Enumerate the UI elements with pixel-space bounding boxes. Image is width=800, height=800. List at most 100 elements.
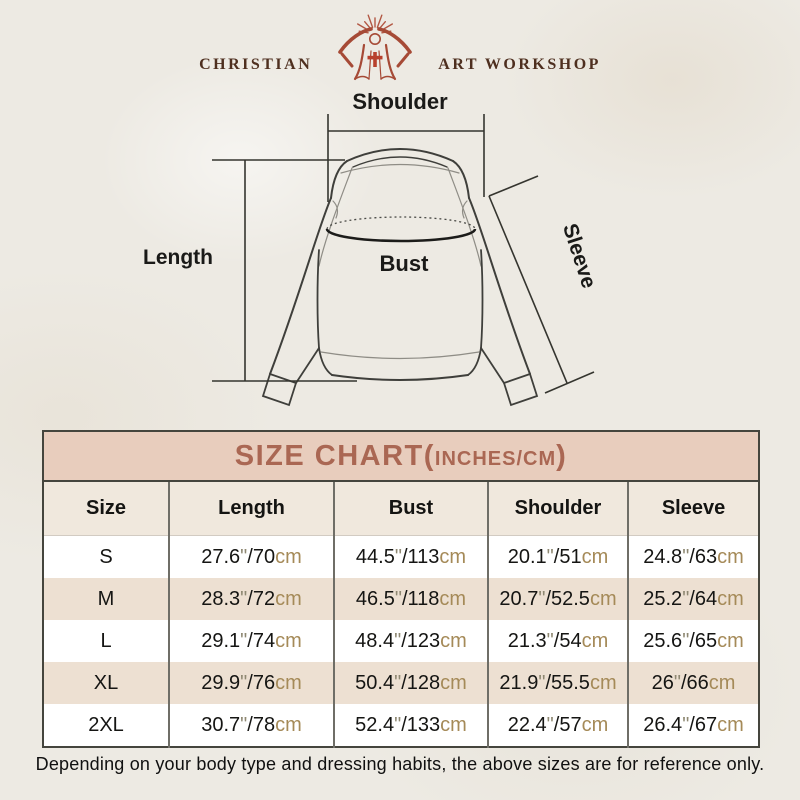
unit-inch-mark: " — [394, 671, 402, 694]
measure-value: / — [553, 629, 560, 652]
measure-value: / — [247, 545, 253, 568]
unit-cm: cm — [708, 671, 736, 694]
measure-value: 20.1 — [507, 545, 547, 568]
measure-value: / — [247, 671, 253, 694]
measure-value: 28.3 — [201, 587, 241, 610]
measure-value: 55.5 — [551, 671, 590, 694]
measure-value: 133 — [406, 713, 441, 736]
unit-cm: cm — [275, 587, 302, 610]
col-header-shoulder: Shoulder — [487, 481, 628, 536]
measure-value: / — [553, 713, 560, 736]
cell-xl-bust: 50.4"/128cm — [333, 662, 488, 704]
measure-value: 51 — [559, 545, 582, 568]
brand-text-left: CHRISTIAN — [199, 56, 313, 73]
measure-value: / — [689, 713, 695, 736]
measure-value: / — [401, 587, 408, 610]
hem-corner-left — [318, 347, 333, 376]
sleeve-left-outer — [269, 197, 332, 375]
col-header-size: Size — [43, 481, 169, 536]
body-side-left — [316, 249, 320, 349]
measure-value: 44.5 — [355, 545, 395, 568]
measure-value: 118 — [407, 587, 440, 610]
unit-cm: cm — [440, 629, 467, 652]
measure-value: 21.3 — [507, 629, 547, 652]
raglan-seam-right — [447, 167, 482, 267]
cell-xl-size: XL — [43, 662, 169, 704]
measure-value: 63 — [694, 545, 718, 568]
logo-figure — [338, 27, 413, 81]
brand-header: CHRISTIAN — [0, 8, 800, 86]
unit-inch-mark: " — [682, 587, 690, 610]
unit-inch-mark: " — [546, 545, 554, 568]
label-sleeve: Sleeve — [558, 221, 600, 291]
unit-cm: cm — [581, 629, 609, 652]
measure-value: / — [545, 671, 551, 694]
unit-cm: cm — [275, 545, 302, 568]
label-length: Length — [143, 246, 213, 269]
size-chart-table: SIZE CHART(INCHES/CM) Size Length Bust S… — [42, 430, 761, 748]
cell-2xl-length: 30.7"/78cm — [168, 704, 334, 747]
measure-value: 128 — [406, 671, 441, 694]
measure-value: / — [401, 545, 408, 568]
unit-inch-mark: " — [673, 671, 681, 694]
bust-ellipse-back — [326, 216, 476, 230]
measure-value: 70 — [252, 545, 276, 568]
unit-cm: cm — [717, 629, 744, 652]
title-main: SIZE CHART — [234, 439, 424, 472]
label-shoulder: Shoulder — [352, 89, 448, 114]
measure-value: / — [689, 545, 695, 568]
cell-l-sleeve: 25.6"/65cm — [626, 620, 760, 662]
unit-inch-mark: " — [546, 713, 554, 736]
cell-2xl-size: 2XL — [88, 713, 124, 736]
sleeve-tick-bottom — [544, 371, 595, 394]
measure-value: 78 — [252, 713, 276, 736]
cell-l-size: L — [100, 629, 112, 652]
measure-value: 54 — [559, 629, 582, 652]
measure-value: 26 — [651, 671, 674, 694]
measure-lines — [212, 114, 595, 394]
measure-value: 113 — [407, 545, 440, 568]
table-row-xl: XL 29.9"/76cm 50.4"/128cm 21.9"/55.5cm 2… — [43, 662, 760, 704]
cell-s-size: S — [99, 545, 113, 568]
measure-value: / — [689, 587, 695, 610]
measure-value: 27.6 — [201, 545, 241, 568]
measure-value: 22.4 — [507, 713, 547, 736]
cuff-right — [502, 372, 539, 407]
bust-measure-ellipse — [325, 216, 477, 243]
measure-value: 29.1 — [201, 629, 241, 652]
col-header-sleeve: Sleeve — [626, 481, 760, 536]
cell-xl-sleeve: 26"/66cm — [626, 662, 760, 704]
bust-ellipse-front — [325, 228, 477, 243]
cell-m-length: 28.3"/72cm — [168, 578, 334, 620]
measure-value: 65 — [694, 629, 718, 652]
sleeve-right-outer — [468, 197, 531, 375]
measure-value: 74 — [252, 629, 276, 652]
unit-inch-mark: " — [240, 545, 248, 568]
collar-inner — [352, 156, 448, 168]
measure-value: 30.7 — [201, 713, 241, 736]
cell-l-shoulder: 21.3"/54cm — [487, 620, 628, 662]
cell-m-bust: 46.5"/118cm — [333, 578, 488, 620]
measure-value: 57 — [559, 713, 582, 736]
hem-band-top — [320, 351, 480, 360]
measure-value: 123 — [406, 629, 441, 652]
measure-value: / — [401, 629, 407, 652]
measure-value: / — [401, 671, 407, 694]
measure-value: 72 — [252, 587, 276, 610]
measure-value: 26.4 — [643, 713, 683, 736]
cell-m-size: M — [43, 578, 169, 620]
unit-cm: cm — [589, 671, 617, 694]
measure-value: 64 — [694, 587, 718, 610]
unit-cm: cm — [717, 713, 744, 736]
table-row-m: M 28.3"/72cm 46.5"/118cm 20.7"/52.5cm 25… — [43, 578, 760, 620]
measure-value: 25.6 — [643, 629, 683, 652]
cell-s-shoulder: 20.1"/51cm — [487, 535, 628, 578]
hem-band-bottom — [331, 374, 469, 381]
measure-value: 52.5 — [551, 587, 590, 610]
unit-cm: cm — [589, 587, 617, 610]
measure-value: / — [680, 671, 687, 694]
unit-inch-mark: " — [538, 587, 546, 610]
unit-inch-mark: " — [394, 545, 402, 568]
cell-xl-length: 29.9"/76cm — [168, 662, 334, 704]
